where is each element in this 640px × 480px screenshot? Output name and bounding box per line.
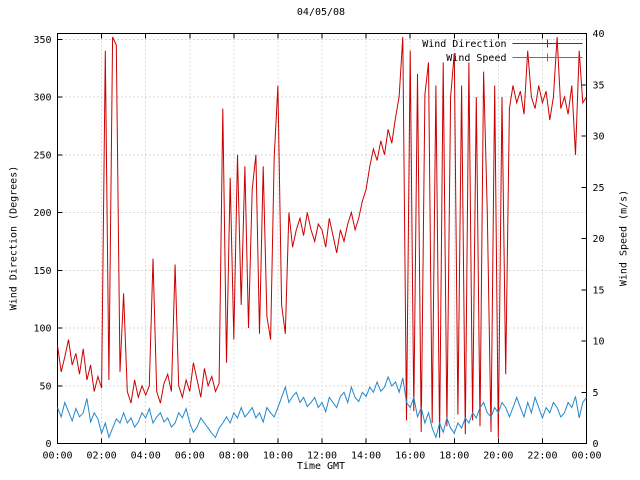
x-tick-label: 20:00 <box>483 451 513 462</box>
left-tick-label: 150 <box>33 266 51 277</box>
right-tick-label: 30 <box>593 132 605 143</box>
right-tick-label: 10 <box>593 337 605 348</box>
x-tick-label: 18:00 <box>439 451 469 462</box>
right-tick-label: 0 <box>593 439 599 450</box>
left-tick-label: 200 <box>33 208 51 219</box>
wind-direction-series <box>57 36 587 438</box>
left-tick-label: 250 <box>33 150 51 161</box>
wind-speed-series <box>57 375 587 440</box>
right-tick-label: 15 <box>593 285 605 296</box>
legend-label: Wind Direction <box>422 39 506 50</box>
right-axis-label: Wind Speed (m/s) <box>618 189 630 287</box>
x-tick-label: 02:00 <box>87 451 117 462</box>
legend-label: Wind Speed <box>446 53 506 64</box>
left-axis-label: Wind Direction (Degrees) <box>8 165 20 311</box>
x-tick-label: 16:00 <box>395 451 425 462</box>
x-tick-label: 06:00 <box>175 451 205 462</box>
left-tick-label: 350 <box>33 35 51 46</box>
chart-title: 04/05/08 <box>296 7 346 18</box>
left-tick-label: 300 <box>33 93 51 104</box>
x-tick-label: 00:00 <box>571 451 601 462</box>
x-axis-label: Time GMT <box>296 461 346 472</box>
left-tick-label: 100 <box>33 324 51 335</box>
right-tick-label: 5 <box>593 388 599 399</box>
x-tick-label: 14:00 <box>351 451 381 462</box>
x-tick-label: 10:00 <box>263 451 293 462</box>
right-tick-label: 40 <box>593 29 605 40</box>
left-tick-label: 0 <box>45 439 51 450</box>
x-tick-label: 08:00 <box>219 451 249 462</box>
x-tick-label: 00:00 <box>42 451 72 462</box>
x-tick-label: 12:00 <box>307 451 337 462</box>
x-tick-label: 22:00 <box>527 451 557 462</box>
left-tick-label: 50 <box>39 381 51 392</box>
right-tick-label: 20 <box>593 234 605 245</box>
right-tick-label: 25 <box>593 183 605 194</box>
right-tick-label: 35 <box>593 80 605 91</box>
x-tick-label: 04:00 <box>131 451 161 462</box>
